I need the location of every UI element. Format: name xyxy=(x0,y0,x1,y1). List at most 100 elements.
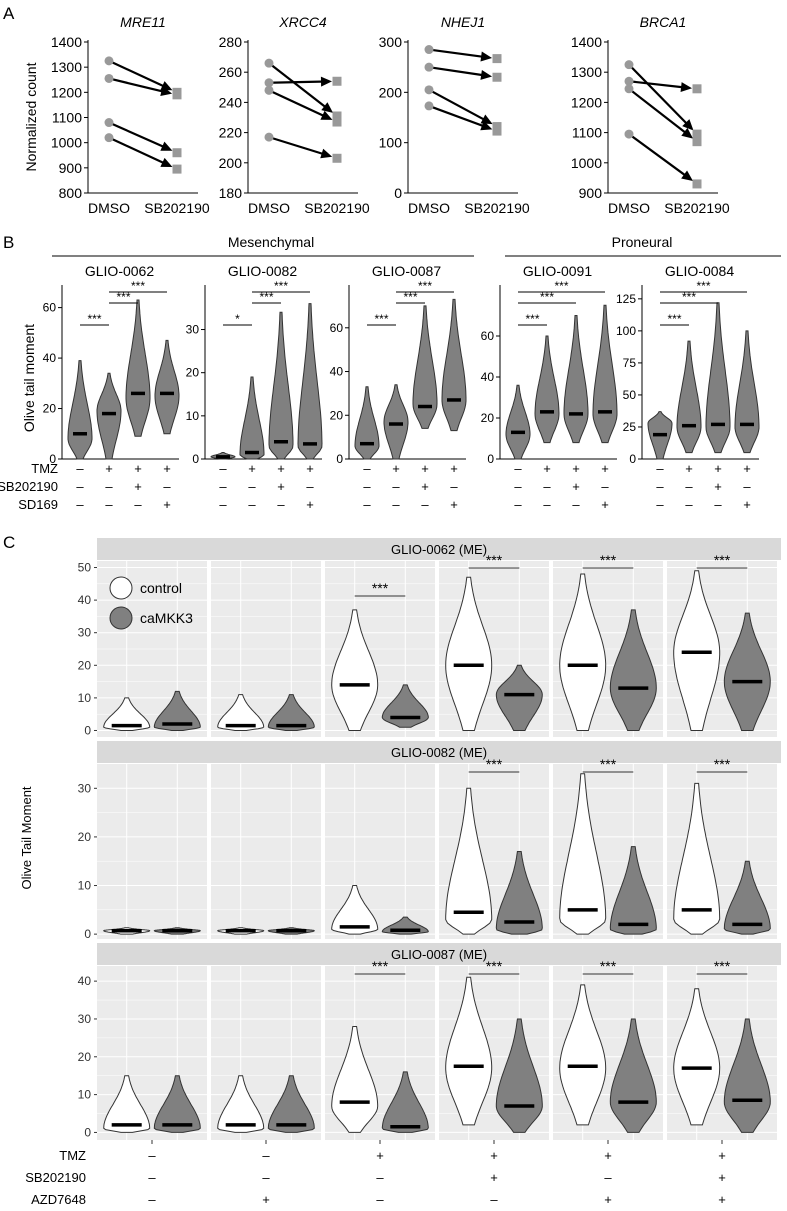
arrow-head xyxy=(480,69,493,80)
sb202190-point xyxy=(492,122,502,132)
panel-a: Normalized countMRE118009001000110012001… xyxy=(23,14,730,216)
y-tick-label: 10 xyxy=(78,879,92,893)
y-tick-label: 20 xyxy=(481,411,495,425)
treatment-sign: – xyxy=(248,497,256,512)
dmso-point xyxy=(104,118,114,128)
sb202190-point xyxy=(492,72,502,82)
sb202190-point xyxy=(332,153,342,163)
connector-line xyxy=(268,89,328,119)
treatment-sign: + xyxy=(262,1192,270,1207)
y-tick-label: 280 xyxy=(219,34,243,50)
panel-b-title: GLIO-0082 xyxy=(228,263,297,279)
sig-label: *** xyxy=(87,312,101,326)
violin xyxy=(125,299,151,437)
treatment-sign: – xyxy=(514,461,522,476)
sig-label: *** xyxy=(274,279,288,293)
y-tick-label: 40 xyxy=(330,365,344,379)
treatment-label: SB202190 xyxy=(25,1170,86,1185)
treatment-sign: – xyxy=(490,1192,498,1207)
treatment-sign: – xyxy=(219,461,227,476)
sig-label: *** xyxy=(525,312,539,326)
treatment-sign: – xyxy=(76,479,84,494)
dmso-point xyxy=(424,45,434,55)
control-violin xyxy=(103,697,151,731)
treatment-label: AZD7648 xyxy=(31,1192,86,1207)
treatment-sign: – xyxy=(543,479,551,494)
arrow-head xyxy=(160,86,173,96)
sig-label: *** xyxy=(259,290,273,304)
treatment-sign: – xyxy=(105,479,113,494)
treatment-sign: – xyxy=(163,479,171,494)
dmso-point xyxy=(624,76,634,86)
camkk3-violin xyxy=(723,1018,771,1133)
treatment-sign: – xyxy=(743,479,751,494)
y-tick-label: 1400 xyxy=(571,34,602,50)
treatment-sign: + xyxy=(714,479,722,494)
sig-label: *** xyxy=(600,552,617,568)
control-violin xyxy=(331,609,379,731)
treatment-sign: + xyxy=(490,1148,498,1163)
sig-label: *** xyxy=(116,290,130,304)
sb202190-point xyxy=(492,54,502,64)
violin xyxy=(534,335,560,444)
legend-label: control xyxy=(140,580,182,596)
y-tick-label: 125 xyxy=(616,292,636,306)
treatment-sign: – xyxy=(105,497,113,512)
violin xyxy=(505,384,531,460)
treatment-sign: + xyxy=(392,461,400,476)
y-tick-label: 0 xyxy=(192,452,199,466)
treatment-sign: – xyxy=(376,1192,384,1207)
camkk3-violin xyxy=(495,664,543,731)
legend-label: caMKK3 xyxy=(140,610,193,626)
violin xyxy=(383,384,409,460)
panel-label-a: A xyxy=(3,4,15,23)
connector-line xyxy=(268,136,327,157)
y-tick-label: 1300 xyxy=(571,64,602,80)
treatment-sign: + xyxy=(601,461,609,476)
sig-label: *** xyxy=(554,279,568,293)
y-tick-label: 0 xyxy=(629,452,636,466)
treatment-sign: – xyxy=(363,461,371,476)
treatment-sign: + xyxy=(248,461,256,476)
y-tick-label: 20 xyxy=(78,1050,92,1064)
treatment-label: SD169 xyxy=(18,497,58,512)
arrow-head xyxy=(320,110,333,120)
sig-label: *** xyxy=(714,958,731,974)
sb202190-point xyxy=(332,76,342,86)
treatment-sign: + xyxy=(105,461,113,476)
y-tick-label: 1000 xyxy=(51,135,82,151)
facet-panel xyxy=(211,764,321,939)
y-tick-label: 50 xyxy=(623,388,637,402)
x-tick-label: DMSO xyxy=(88,200,130,216)
dmso-point xyxy=(424,101,434,111)
treatment-sign: – xyxy=(656,461,664,476)
y-tick-label: 1400 xyxy=(51,34,82,50)
treatment-sign: + xyxy=(277,461,285,476)
dmso-point xyxy=(624,84,634,94)
y-tick-label: 240 xyxy=(219,94,243,110)
y-tick-label: 30 xyxy=(78,1012,92,1026)
y-tick-label: 60 xyxy=(481,329,495,343)
camkk3-violin xyxy=(153,1075,201,1133)
sb202190-point xyxy=(332,117,342,127)
panel-label-c: C xyxy=(3,533,15,552)
sb202190-point xyxy=(492,126,502,136)
treatment-sign: + xyxy=(421,479,429,494)
treatment-sign: + xyxy=(718,1170,726,1185)
x-tick-label: DMSO xyxy=(608,200,650,216)
treatment-sign: – xyxy=(76,497,84,512)
treatment-sign: + xyxy=(376,1148,384,1163)
y-tick-label: 900 xyxy=(59,160,83,176)
violin xyxy=(676,340,702,454)
control-violin xyxy=(331,1026,379,1133)
sb202190-point xyxy=(692,179,702,189)
y-tick-label: 100 xyxy=(379,135,403,151)
treatment-label: TMZ xyxy=(59,1148,86,1163)
dmso-point xyxy=(424,85,434,95)
sig-label: *** xyxy=(372,580,389,596)
arrow-head xyxy=(480,51,493,62)
violin xyxy=(563,315,589,444)
violin xyxy=(268,311,294,460)
legend-key xyxy=(109,576,133,600)
sb202190-point xyxy=(332,111,342,121)
